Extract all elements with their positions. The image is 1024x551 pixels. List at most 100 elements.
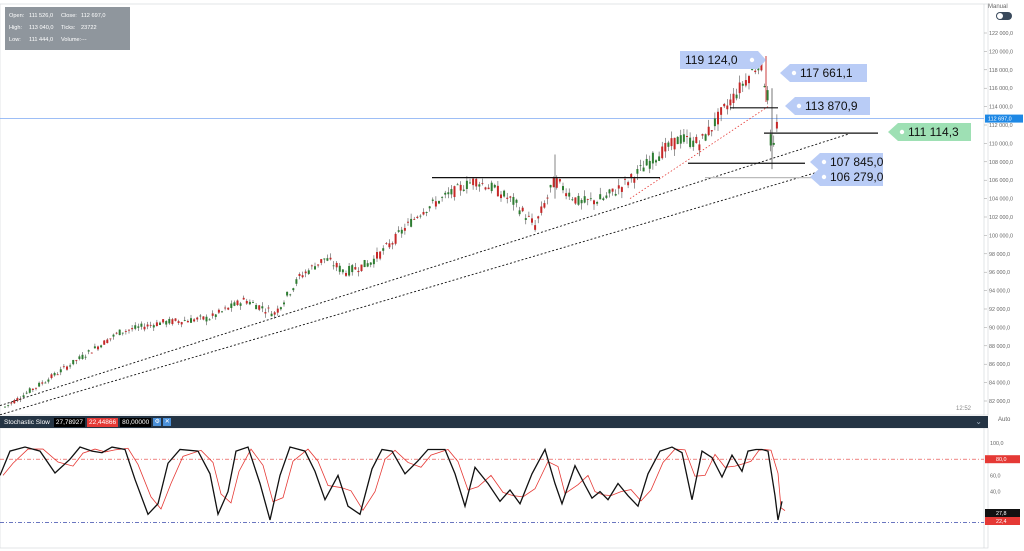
candle-bear [186, 320, 189, 323]
candle-bull [462, 189, 465, 191]
candle-bull [69, 365, 72, 367]
candle-bull [168, 318, 171, 324]
candle-bull [314, 266, 316, 270]
candle-bull [366, 263, 369, 267]
candle-bull [332, 265, 335, 267]
indicator-header[interactable]: Stochastic Slow 27,78927 22,44866 80,000… [0, 416, 988, 428]
price-label-117661[interactable]: 117 661,1 [780, 64, 867, 82]
candle-bear [193, 319, 196, 322]
candle-bear [531, 218, 533, 223]
candle-bull [78, 356, 81, 359]
candle-bull [341, 269, 344, 273]
candle-bear [357, 270, 360, 273]
candle-bear [459, 184, 462, 191]
candle-bull [515, 199, 518, 203]
candle-bear [729, 99, 732, 106]
y-tick-label: 82 000,0 [989, 399, 1010, 405]
candle-bear [391, 243, 394, 245]
candle-bull [766, 90, 769, 101]
candle-bull [444, 192, 447, 195]
price-pane[interactable]: 82 000,0 84 000,0 86 000,0 88 000,0 90 000,0… [0, 3, 1023, 416]
candle-bear [775, 121, 778, 129]
k-value-text: 27,8 [996, 511, 1007, 517]
candle-bull [465, 180, 468, 189]
price-label-119124[interactable]: 119 124,0 [680, 51, 766, 69]
candle-bear [413, 218, 416, 220]
candle-bull [348, 266, 351, 276]
candle-bull [47, 379, 50, 382]
candle-bull [38, 382, 41, 387]
price-label-107845[interactable]: 107 845,0 [810, 153, 884, 171]
dashed-trendline-2[interactable] [0, 172, 816, 416]
high-value: 113 040,0 [29, 25, 54, 31]
candle-bull [447, 192, 450, 195]
manual-toggle[interactable] [996, 12, 1012, 20]
candle-bear [593, 200, 595, 205]
candle-bull [493, 184, 496, 188]
candle-bull [28, 388, 31, 393]
candle-bear [701, 134, 704, 136]
candle-bear [211, 313, 214, 316]
candle-bull [25, 392, 28, 394]
indicator-value-d: 22,44866 [87, 417, 119, 427]
candle-bear [695, 136, 698, 144]
chevron-down-icon[interactable]: ⌄ [975, 417, 982, 426]
y-tick-label: 100 000,0 [989, 233, 1013, 239]
candle-bull [562, 186, 564, 191]
price-label-113870[interactable]: 113 870,9 [785, 97, 870, 115]
candle-bear [552, 177, 555, 188]
candle-bull [140, 323, 143, 327]
candle-bear [543, 203, 546, 208]
candle-bull [363, 260, 366, 268]
candle-bull [704, 134, 707, 141]
y-tick-label: 118 000,0 [989, 68, 1013, 74]
candle-bull [233, 302, 236, 306]
price-label-111114-text: 111 114,3 [908, 125, 959, 139]
stochastic-pane[interactable]: 100,080,060,040,080,027,822,4 [0, 427, 1020, 549]
candle-bull [741, 83, 744, 86]
close-icon[interactable]: ✕ [163, 418, 172, 426]
y-tick-label: 110 000,0 [989, 141, 1013, 147]
gear-icon[interactable]: ⚙ [153, 418, 162, 426]
candle-bull [190, 318, 192, 323]
candle-bear [388, 243, 391, 248]
y-tick-label: 90 000,0 [989, 325, 1010, 331]
candle-bear [66, 366, 68, 370]
candle-bear [627, 182, 630, 186]
candle-bull [438, 200, 440, 204]
candle-bear [41, 382, 44, 384]
candle-bear [335, 262, 338, 268]
candle-bull [230, 303, 233, 309]
candle-bull [118, 329, 121, 336]
candle-bear [732, 93, 735, 103]
candle-bear [720, 107, 723, 115]
candle-bull [772, 142, 775, 145]
candle-bear [149, 324, 152, 326]
k-value-badge [985, 509, 1020, 517]
candle-bull [72, 359, 75, 365]
candle-bull [602, 198, 605, 201]
candle-bull [599, 194, 602, 200]
dashed-trendline-1[interactable] [0, 133, 849, 407]
candle-bull [428, 206, 431, 209]
candle-bear [385, 243, 388, 245]
candle-bear [146, 324, 149, 327]
candle-bear [35, 387, 37, 389]
y-tick-label: 96 000,0 [989, 270, 1010, 276]
candle-bear [624, 178, 626, 180]
candle-bull [372, 258, 375, 265]
candle-bear [475, 178, 478, 187]
candle-bear [496, 185, 499, 197]
candle-bear [686, 136, 688, 138]
candle-bear [506, 197, 509, 199]
candle-bull [326, 258, 329, 261]
candle-bull [239, 303, 242, 306]
candle-bear [574, 197, 577, 204]
candle-bear [484, 187, 487, 190]
candle-bear [546, 197, 549, 199]
price-label-106279[interactable]: 106 279,0 [810, 168, 884, 186]
candle-bull [605, 195, 608, 198]
price-label-111114[interactable]: 111 114,3 [888, 123, 971, 141]
candle-bull [84, 356, 87, 358]
